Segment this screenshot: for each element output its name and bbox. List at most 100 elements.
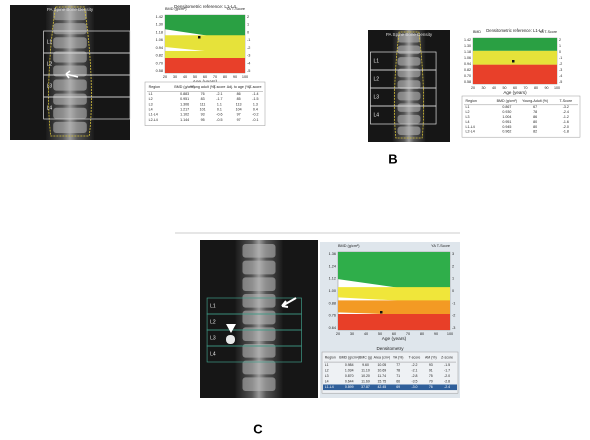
panel-label: B (388, 151, 397, 166)
y2-tick-label: -2 (452, 314, 455, 318)
vertebra (397, 114, 421, 124)
x-tick-label: 60 (392, 332, 396, 336)
y-tick-label: 0.70 (464, 74, 471, 78)
y-tick-label: 0.76 (329, 314, 336, 318)
y2-tick-label: -3 (247, 54, 250, 58)
vertebra (242, 360, 276, 375)
table-cell: 93 (201, 113, 205, 117)
table-cell: 15.75 (377, 380, 386, 384)
table-cell: -3.0 (411, 385, 417, 389)
y2-tick-label: -5 (247, 69, 250, 73)
y2-tick-label: 3 (452, 252, 454, 256)
table-cell: 95 (201, 118, 205, 122)
table-cell: L1 (325, 363, 329, 367)
table-cell: 1.1 (217, 102, 222, 106)
table-cell: L3 (149, 102, 153, 106)
table-bg (144, 81, 266, 126)
vertebra (53, 37, 87, 49)
table-cell: 1.3 (253, 102, 258, 106)
table-cell: 111 (200, 102, 205, 106)
y2-tick-label: 1 (247, 23, 249, 27)
table-header: T-score (409, 356, 421, 360)
table-cell: -1.2 (563, 115, 569, 119)
x-tick-label: 90 (434, 332, 438, 336)
table-cell: 37.87 (361, 385, 370, 389)
axis-title: BMD (473, 30, 481, 34)
y-tick-label: 1.12 (329, 277, 336, 281)
table-cell: -3.5 (411, 380, 417, 384)
roi-box (206, 345, 302, 363)
y-tick-label: 1.42 (156, 15, 163, 19)
table-cell: L4 (149, 108, 153, 112)
x-tick-label: 30 (173, 75, 177, 79)
table-cell: 0.883 (180, 92, 189, 96)
table-cell: -2.8 (411, 374, 417, 378)
vertebra-label: L1 (210, 303, 216, 309)
bone-outline (393, 31, 425, 139)
table-cell: -1.6 (563, 120, 569, 124)
table-cell: -1.7 (444, 368, 450, 372)
y2-tick-label: -5 (559, 80, 562, 84)
x-tick-label: 50 (503, 86, 507, 90)
table-cell: L1-L4 (325, 385, 334, 389)
table-header: AM (%) (425, 356, 437, 360)
table-cell: 9.60 (362, 363, 369, 367)
table-cell: 76 (201, 92, 205, 96)
table-cell: L4 (466, 120, 470, 124)
table-cell: -3.2 (563, 105, 569, 109)
image-title: PA Spine Bone Density (47, 7, 94, 12)
table-cell: L1 (466, 105, 470, 109)
table-cell: L2-L4 (466, 130, 475, 134)
y-tick-label: 0.58 (464, 80, 471, 84)
table-cell: 85 (237, 97, 241, 101)
table-cell: 10.05 (377, 363, 386, 367)
x-tick-label: 50 (193, 75, 197, 79)
reference-band (338, 300, 450, 317)
y2-tick-label: -1 (247, 38, 250, 42)
x-tick-label: 30 (350, 332, 354, 336)
axis-title: Age (years) (382, 336, 407, 342)
table-cell: 71 (396, 374, 400, 378)
table-cell: 76 (429, 385, 433, 389)
vertebra-label: L3 (373, 94, 379, 100)
x-tick-label: 40 (492, 86, 496, 90)
table-header: Z-score (249, 85, 261, 89)
table-cell: 113 (236, 102, 242, 106)
table-cell: -0.5 (216, 118, 222, 122)
vertebra (242, 260, 276, 275)
table-cell: 78 (533, 110, 537, 114)
table-cell: 97 (237, 113, 241, 117)
y2-tick-label: -2 (559, 62, 562, 66)
y2-tick-label: 2 (452, 264, 454, 268)
vertebra-label: L2 (47, 61, 53, 67)
table-cell: L2 (466, 110, 470, 114)
graph-title: Densitometric reference: L1-L4 (486, 28, 544, 33)
arrowhead-marker (226, 324, 236, 333)
arrow (281, 297, 297, 308)
x-tick-label: 100 (242, 75, 248, 79)
table-cell: L1-L4 (466, 125, 475, 129)
table-cell: L4 (325, 380, 329, 384)
y2-tick-label: -4 (559, 74, 562, 78)
image-title: PA Spine Bone Density (386, 32, 433, 37)
table-cell: -2.2 (411, 363, 417, 367)
table-cell: 11.74 (378, 374, 387, 378)
reference-band (165, 35, 245, 55)
vertebra (397, 80, 421, 89)
y2-tick-label: 2 (559, 38, 561, 42)
table-cell: 77 (396, 363, 400, 367)
table-cell: -2.8 (444, 380, 450, 384)
x-tick-label: 90 (233, 75, 237, 79)
y-tick-label: 0.94 (464, 62, 471, 66)
vertebra (242, 277, 276, 291)
y2-tick-label: -1 (452, 301, 455, 305)
y-tick-label: 1.24 (329, 264, 336, 268)
table-cell: -2.0 (444, 374, 450, 378)
table-cell: 0.984 (345, 363, 354, 367)
table-header: BMD (g/cm²) (497, 99, 517, 103)
table-header: T-score (213, 85, 225, 89)
row-highlight (323, 384, 457, 391)
table-cell: 1.102 (180, 113, 189, 117)
table-header: Young adult (%) (190, 85, 215, 89)
